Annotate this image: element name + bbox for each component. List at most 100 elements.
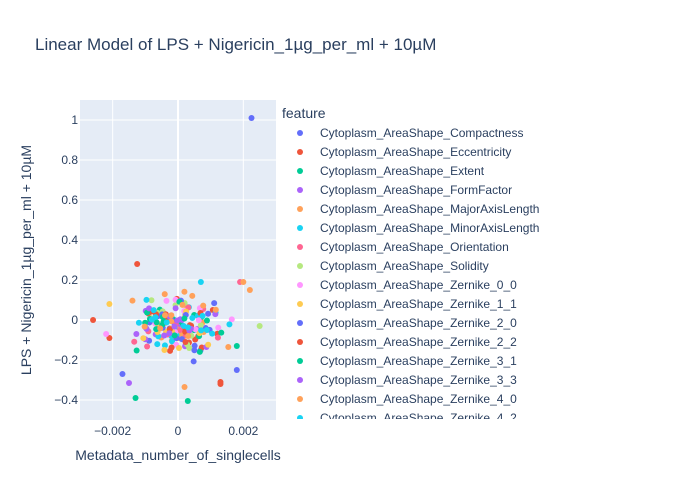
data-point[interactable] [141, 323, 148, 330]
legend-item[interactable]: Cytoplasm_AreaShape_Compactness [297, 126, 523, 140]
data-point[interactable] [226, 321, 233, 328]
data-point[interactable] [172, 305, 179, 312]
data-point[interactable] [209, 330, 216, 337]
data-point[interactable] [203, 317, 210, 324]
data-point[interactable] [203, 326, 210, 333]
data-point[interactable] [161, 291, 168, 298]
data-point[interactable] [199, 312, 206, 319]
legend-item[interactable]: Cytoplasm_AreaShape_Extent [297, 164, 485, 178]
data-point[interactable] [212, 311, 219, 318]
data-point[interactable] [228, 316, 235, 323]
data-point[interactable] [146, 305, 153, 312]
data-point[interactable] [217, 381, 224, 387]
data-point[interactable] [168, 344, 175, 351]
legend-item[interactable]: Cytoplasm_AreaShape_Zernike_2_0 [297, 316, 517, 330]
data-point[interactable] [181, 315, 188, 322]
data-point[interactable] [106, 301, 113, 307]
legend-item[interactable]: Cytoplasm_AreaShape_Zernike_2_2 [297, 335, 517, 349]
data-point[interactable] [184, 324, 191, 331]
data-point[interactable] [166, 330, 173, 337]
data-point[interactable] [90, 317, 97, 323]
data-point[interactable] [184, 398, 191, 404]
data-point[interactable] [134, 261, 141, 267]
data-point[interactable] [191, 342, 198, 349]
data-point[interactable] [205, 341, 212, 348]
data-point[interactable] [161, 346, 168, 353]
data-point[interactable] [144, 343, 151, 350]
data-point[interactable] [212, 306, 219, 313]
data-point[interactable] [162, 312, 169, 319]
data-point[interactable] [152, 314, 159, 321]
data-point[interactable] [233, 343, 240, 349]
data-point[interactable] [215, 324, 222, 331]
data-point[interactable] [148, 297, 155, 304]
data-point[interactable] [248, 115, 255, 121]
legend-item[interactable]: Cytoplasm_AreaShape_Orientation [297, 240, 509, 254]
legend-item[interactable]: Cytoplasm_AreaShape_Zernike_4_0 [297, 392, 517, 406]
data-point[interactable] [195, 317, 202, 324]
legend-item[interactable]: Cytoplasm_AreaShape_MinorAxisLength [297, 221, 539, 235]
data-point[interactable] [240, 279, 247, 285]
data-point[interactable] [154, 341, 161, 348]
data-point[interactable] [196, 348, 203, 355]
data-point[interactable] [185, 332, 192, 339]
data-point[interactable] [192, 326, 199, 333]
data-point[interactable] [175, 345, 182, 352]
data-point[interactable] [150, 307, 157, 314]
data-point[interactable] [163, 319, 170, 326]
data-point[interactable] [153, 319, 160, 326]
data-point[interactable] [191, 347, 198, 354]
data-point[interactable] [140, 335, 147, 342]
data-point[interactable] [246, 287, 253, 293]
data-point[interactable] [119, 371, 126, 377]
legend-item[interactable]: Cytoplasm_AreaShape_FormFactor [297, 183, 512, 197]
data-point[interactable] [131, 338, 138, 345]
data-point[interactable] [171, 323, 178, 330]
legend-item[interactable]: Cytoplasm_AreaShape_Zernike_0_0 [297, 278, 517, 292]
data-point[interactable] [211, 300, 218, 307]
data-point[interactable] [189, 292, 196, 299]
legend-item[interactable]: Cytoplasm_AreaShape_Zernike_1_1 [297, 297, 517, 311]
data-point[interactable] [169, 338, 176, 345]
legend-item[interactable]: Cytoplasm_AreaShape_MajorAxisLength [297, 202, 539, 216]
data-point[interactable] [133, 330, 140, 337]
data-point[interactable] [197, 322, 204, 329]
data-point[interactable] [106, 335, 113, 341]
legend-item[interactable]: Cytoplasm_AreaShape_Solidity [297, 259, 489, 273]
data-point[interactable] [181, 288, 188, 295]
legend-item[interactable]: Cytoplasm_AreaShape_Zernike_3_3 [297, 373, 517, 387]
data-point[interactable] [126, 380, 132, 386]
data-point[interactable] [161, 332, 168, 339]
data-point[interactable] [135, 319, 142, 326]
data-point[interactable] [168, 312, 175, 319]
data-point[interactable] [132, 395, 139, 401]
data-point[interactable] [168, 318, 175, 325]
legend-item[interactable]: Cytoplasm_AreaShape_Zernike_3_1 [297, 354, 517, 368]
data-point[interactable] [163, 297, 170, 304]
data-point[interactable] [225, 344, 232, 351]
data-point[interactable] [189, 315, 196, 322]
data-point[interactable] [200, 302, 207, 309]
data-point[interactable] [103, 331, 110, 337]
data-point[interactable] [171, 332, 178, 339]
data-point[interactable] [161, 342, 168, 349]
legend-item[interactable]: Cytoplasm_AreaShape_Zernike_4_2 [297, 411, 517, 425]
data-point[interactable] [198, 327, 205, 334]
data-point[interactable] [205, 310, 212, 317]
data-point[interactable] [256, 323, 263, 329]
data-point[interactable] [190, 358, 197, 365]
data-point[interactable] [179, 301, 186, 308]
data-point[interactable] [233, 367, 240, 373]
data-point[interactable] [218, 329, 225, 336]
data-point[interactable] [174, 317, 181, 324]
data-point[interactable] [176, 327, 183, 334]
data-point[interactable] [143, 296, 150, 303]
data-point[interactable] [182, 339, 189, 346]
data-point[interactable] [214, 334, 221, 341]
data-point[interactable] [157, 325, 164, 332]
data-point[interactable] [197, 279, 204, 285]
data-point[interactable] [133, 347, 140, 354]
data-point[interactable] [181, 384, 188, 390]
data-point[interactable] [129, 297, 136, 304]
legend-item[interactable]: Cytoplasm_AreaShape_Eccentricity [297, 145, 511, 159]
